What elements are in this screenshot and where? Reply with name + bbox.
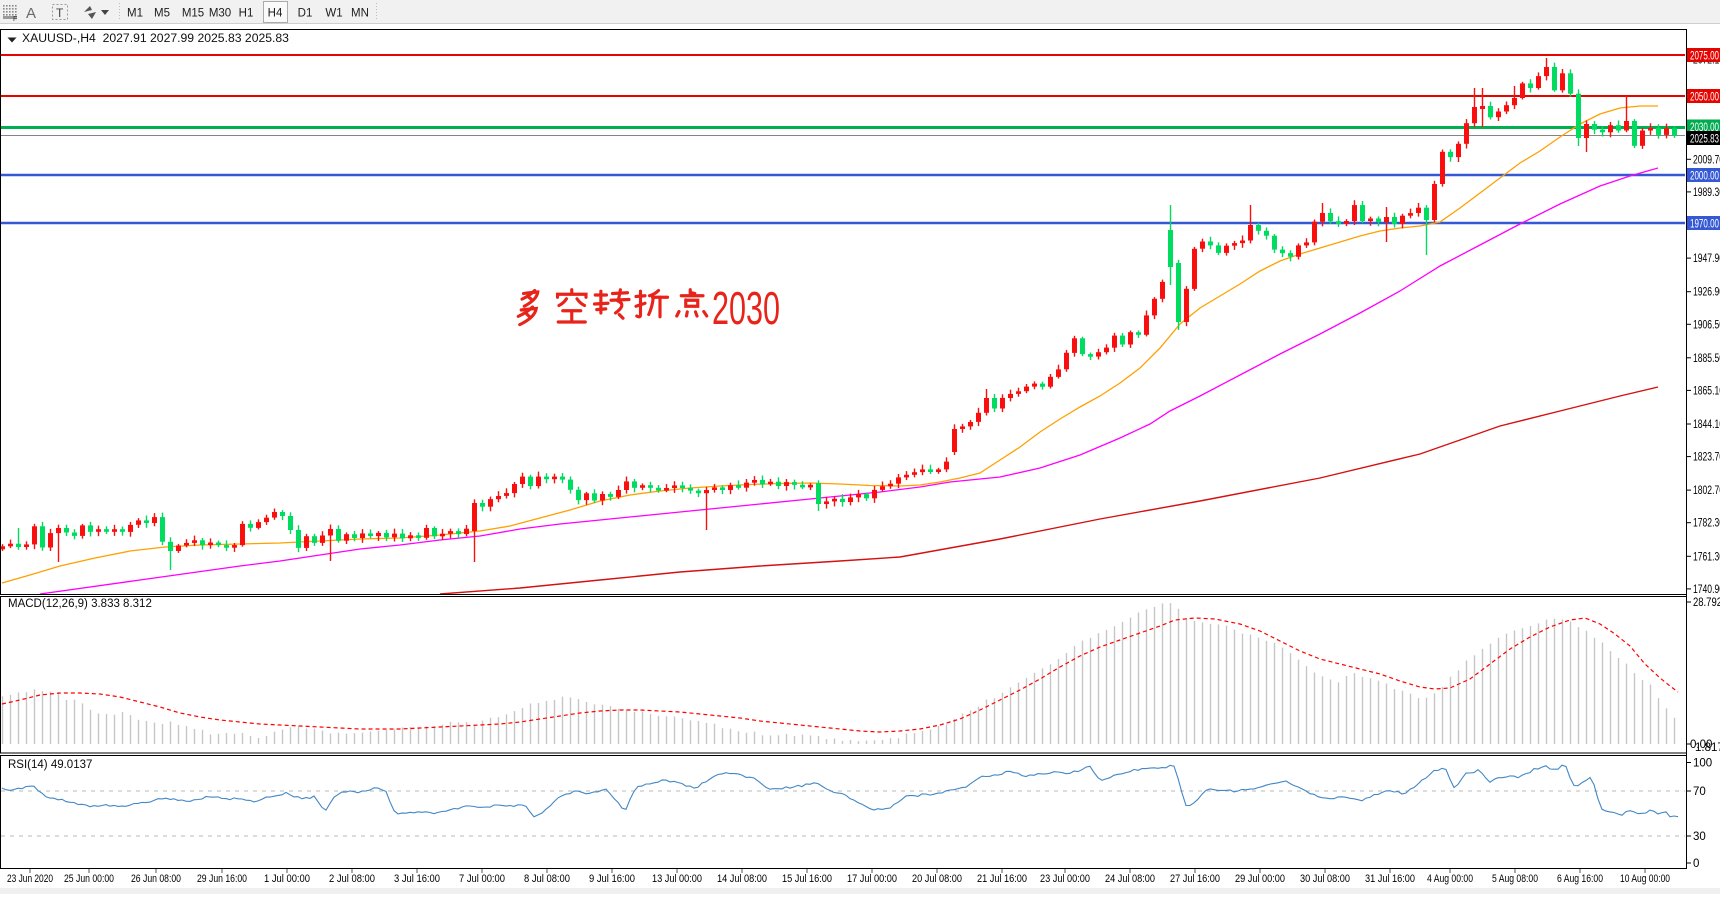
svg-text:1865.10: 1865.10 [1693, 385, 1720, 397]
svg-text:30: 30 [1693, 831, 1706, 843]
svg-text:8 Jul 08:00: 8 Jul 08:00 [524, 873, 570, 885]
svg-text:15 Jul 16:00: 15 Jul 16:00 [782, 873, 832, 885]
svg-text:25 Jun 00:00: 25 Jun 00:00 [64, 873, 114, 885]
svg-text:1970.00: 1970.00 [1690, 219, 1719, 231]
svg-text:4 Aug 00:00: 4 Aug 00:00 [1427, 873, 1473, 885]
svg-text:MN: MN [351, 8, 369, 20]
svg-text:28.792: 28.792 [1693, 597, 1720, 609]
svg-text:27 Jul 16:00: 27 Jul 16:00 [1170, 873, 1220, 885]
svg-text:1761.30: 1761.30 [1693, 551, 1720, 563]
svg-text:H1: H1 [239, 8, 254, 20]
svg-text:13 Jul 00:00: 13 Jul 00:00 [652, 873, 702, 885]
svg-text:2025.83: 2025.83 [1690, 134, 1719, 146]
svg-text:0.00: 0.00 [1690, 739, 1712, 751]
svg-text:5 Aug 08:00: 5 Aug 08:00 [1492, 873, 1538, 885]
svg-text:2050.00: 2050.00 [1690, 92, 1719, 104]
svg-text:1906.50: 1906.50 [1693, 319, 1720, 331]
svg-text:23 Jun 2020: 23 Jun 2020 [7, 873, 53, 885]
svg-text:M15: M15 [182, 8, 204, 20]
svg-text:1.817: 1.817 [1695, 742, 1720, 754]
svg-text:30 Jul 08:00: 30 Jul 08:00 [1300, 873, 1350, 885]
svg-text:1926.90: 1926.90 [1693, 287, 1720, 299]
svg-text:1740.90: 1740.90 [1693, 584, 1720, 596]
svg-text:1947.90: 1947.90 [1693, 253, 1720, 265]
svg-text:H4: H4 [268, 8, 283, 20]
svg-text:M1: M1 [127, 8, 143, 20]
svg-text:0: 0 [1693, 858, 1699, 870]
svg-text:MACD(12,26,9) 3.833 8.312: MACD(12,26,9) 3.833 8.312 [8, 598, 152, 610]
svg-text:2 Jul 08:00: 2 Jul 08:00 [329, 873, 375, 885]
svg-text:1823.70: 1823.70 [1693, 452, 1720, 464]
svg-text:29 Jul 00:00: 29 Jul 00:00 [1235, 873, 1285, 885]
svg-text:1885.50: 1885.50 [1693, 353, 1720, 365]
svg-text:2009.70: 2009.70 [1693, 154, 1720, 166]
svg-text:9 Jul 16:00: 9 Jul 16:00 [589, 873, 635, 885]
svg-text:26 Jun 08:00: 26 Jun 08:00 [131, 873, 181, 885]
svg-text:23 Jul 00:00: 23 Jul 00:00 [1040, 873, 1090, 885]
svg-text:2075.00: 2075.00 [1690, 51, 1719, 63]
svg-text:29 Jun 16:00: 29 Jun 16:00 [197, 873, 247, 885]
svg-text:10 Aug 00:00: 10 Aug 00:00 [1620, 873, 1670, 885]
svg-text:1802.70: 1802.70 [1693, 485, 1720, 497]
svg-text:7 Jul 00:00: 7 Jul 00:00 [459, 873, 505, 885]
svg-text:W1: W1 [325, 8, 342, 20]
svg-text:100: 100 [1693, 758, 1712, 770]
svg-text:70: 70 [1693, 786, 1706, 798]
svg-text:1989.30: 1989.30 [1693, 187, 1720, 199]
svg-text:T: T [56, 6, 64, 20]
svg-text:20 Jul 08:00: 20 Jul 08:00 [912, 873, 962, 885]
svg-text:F: F [13, 16, 17, 23]
svg-text:RSI(14) 49.0137: RSI(14) 49.0137 [8, 759, 92, 771]
svg-text:6 Aug 16:00: 6 Aug 16:00 [1557, 873, 1603, 885]
svg-text:2030: 2030 [712, 282, 780, 334]
svg-text:D1: D1 [298, 8, 313, 20]
svg-text:31 Jul 16:00: 31 Jul 16:00 [1365, 873, 1415, 885]
svg-text:3 Jul 16:00: 3 Jul 16:00 [394, 873, 440, 885]
svg-text:1 Jul 00:00: 1 Jul 00:00 [264, 873, 310, 885]
svg-text:14 Jul 08:00: 14 Jul 08:00 [717, 873, 767, 885]
svg-text:1782.30: 1782.30 [1693, 518, 1720, 530]
svg-text:17 Jul 00:00: 17 Jul 00:00 [847, 873, 897, 885]
svg-text:2000.00: 2000.00 [1690, 171, 1719, 183]
svg-text:21 Jul 16:00: 21 Jul 16:00 [977, 873, 1027, 885]
svg-text:M5: M5 [154, 8, 170, 20]
svg-text:24 Jul 08:00: 24 Jul 08:00 [1105, 873, 1155, 885]
svg-text:A: A [26, 5, 36, 22]
svg-text:1844.10: 1844.10 [1693, 419, 1720, 431]
svg-text:XAUUSD-,H4 2027.91 2027.99 20: XAUUSD-,H4 2027.91 2027.99 2025.83 2025.… [22, 31, 289, 45]
svg-text:M30: M30 [209, 8, 231, 20]
